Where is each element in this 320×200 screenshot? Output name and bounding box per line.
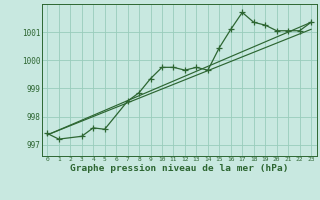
- X-axis label: Graphe pression niveau de la mer (hPa): Graphe pression niveau de la mer (hPa): [70, 164, 288, 173]
